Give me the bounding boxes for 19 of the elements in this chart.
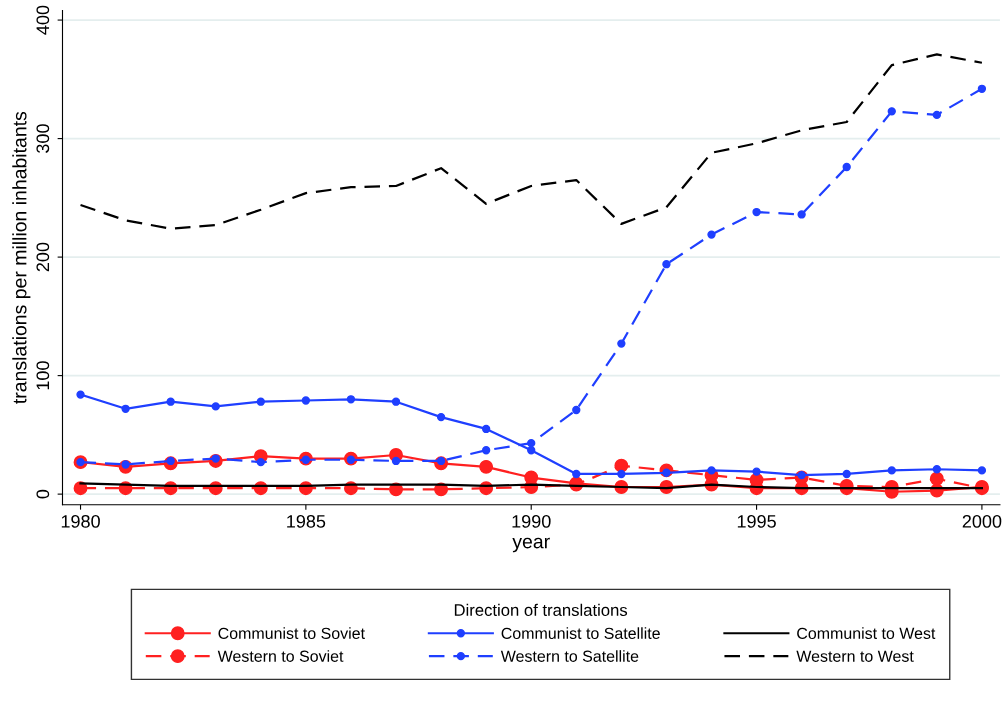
legend-label: Western to West [796,650,914,662]
x-tick-label: 1990 [512,514,551,528]
y-tick-label: 300 [36,124,50,153]
y-axis-title: translations per million inhabitants [12,111,31,404]
x-tick-label: 1980 [61,514,100,528]
legend-label: Western to Soviet [217,650,344,662]
legend-title: Direction of translations [454,603,628,616]
legend-label: Communist to West [797,627,936,640]
x-tick-label: 1985 [287,514,326,528]
x-axis-title: year [512,537,550,553]
y-tick-label: 0 [36,489,50,499]
legend-label: Communist to Satellite [501,627,660,640]
legend-label: Western to Satellite [500,650,639,662]
y-tick-label: 400 [36,5,50,35]
x-tick-label: 2000 [962,514,1002,528]
legend-label: Communist to Soviet [218,627,365,640]
y-tick-label: 100 [36,361,50,390]
y-tick-label: 200 [36,242,50,272]
x-tick-label: 1995 [737,514,776,528]
